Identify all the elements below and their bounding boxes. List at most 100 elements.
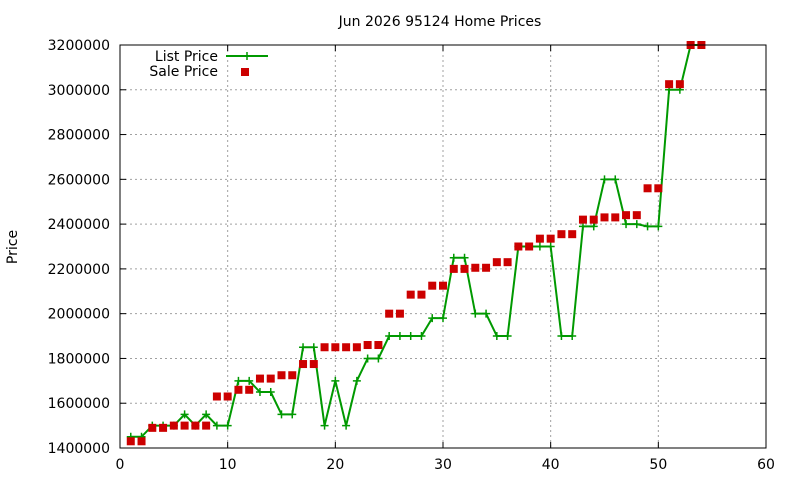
list-price-point (255, 388, 264, 397)
sale-price-point (159, 423, 168, 432)
list-price-point (202, 410, 211, 419)
legend-sale-price-marker (241, 68, 249, 76)
list-price-point (568, 332, 577, 341)
sale-price-point (503, 258, 512, 267)
legend-sale-price-label: Sale Price (149, 64, 218, 80)
y-tick-label: 2000000 (48, 307, 110, 323)
sale-price-point (675, 80, 684, 89)
list-price-point (406, 332, 415, 341)
sale-price-point (654, 184, 663, 193)
sale-price-point (374, 341, 383, 350)
sale-price-point (202, 421, 211, 430)
sale-price-point (557, 230, 566, 239)
sale-price-point (482, 263, 491, 272)
sale-price-point (299, 360, 308, 369)
y-tick-label: 1600000 (48, 396, 110, 412)
list-price-point (212, 421, 221, 430)
list-price-point (439, 314, 447, 323)
list-price-point (622, 220, 631, 229)
list-price-point (600, 175, 609, 184)
sale-price-point (643, 184, 652, 193)
y-tick-label: 2800000 (48, 128, 110, 144)
list-price-point (395, 332, 404, 341)
sale-price-point (148, 423, 157, 432)
list-price-point (363, 354, 372, 363)
y-tick-label: 2400000 (48, 217, 110, 233)
sale-price-point (395, 309, 404, 318)
axis-ticks: 0 10 20 30 40 50 60 1400000 1600000 1800000 200000… (48, 38, 775, 473)
sale-price-point (611, 213, 620, 222)
x-tick-label: 0 (116, 457, 125, 473)
y-tick-label: 1400000 (48, 441, 110, 457)
list-price-point (503, 332, 512, 341)
x-tick-label: 50 (649, 457, 667, 473)
list-price-point (180, 410, 189, 419)
sale-price-point (428, 281, 437, 290)
sale-price-point (320, 343, 329, 352)
list-price-point (632, 220, 641, 229)
list-price-point (288, 410, 297, 419)
sale-price-point (277, 371, 286, 380)
sale-price-point (439, 281, 447, 290)
list-price-point (492, 332, 501, 341)
list-price-point (309, 343, 318, 352)
list-price-point (417, 332, 426, 341)
sale-price-point (288, 371, 297, 380)
y-axis-label: Price (5, 230, 21, 264)
y-tick-label: 2600000 (48, 172, 110, 188)
y-tick-label: 3000000 (48, 83, 110, 99)
list-price-point (320, 421, 329, 430)
sale-price-point (385, 309, 394, 318)
sale-price-point (126, 437, 135, 446)
x-tick-label: 10 (219, 457, 237, 473)
sale-price-point (449, 264, 458, 273)
list-price-point (234, 376, 243, 385)
sale-price-point (525, 242, 534, 251)
sale-price-point (406, 290, 415, 299)
list-price-point (643, 222, 652, 231)
sale-price-point (363, 341, 372, 350)
list-price-point (589, 222, 598, 231)
sale-price-point (191, 421, 200, 430)
sale-price-point (266, 374, 275, 383)
list-price-point (611, 175, 620, 184)
list-price-point (277, 410, 286, 419)
y-tick-label: 2200000 (48, 262, 110, 278)
sale-price-point (632, 211, 641, 220)
list-price-point (299, 343, 308, 352)
list-price-point (342, 421, 351, 430)
sale-price-point (600, 213, 609, 222)
list-price-point (374, 354, 383, 363)
sale-price-point (352, 343, 361, 352)
sale-price-point (589, 215, 598, 224)
sale-price-point (568, 230, 577, 239)
y-tick-label: 1800000 (48, 351, 110, 367)
sale-price-point (578, 215, 587, 224)
sale-price-point (234, 385, 243, 394)
x-tick-label: 20 (326, 457, 344, 473)
list-price-point (471, 309, 480, 318)
sale-price-point (665, 80, 674, 89)
legend-list-price-marker (243, 52, 251, 60)
sale-price-point (342, 343, 351, 352)
list-price-point (535, 242, 544, 251)
y-tick-label: 3200000 (48, 38, 110, 54)
sale-price-point (331, 343, 340, 352)
list-price-point (266, 388, 275, 397)
list-price-point (654, 222, 663, 231)
sale-price-point (492, 258, 501, 267)
list-price-point (352, 376, 361, 385)
sale-price-point (622, 211, 631, 220)
sale-price-point (137, 437, 146, 446)
sale-price-point (417, 290, 426, 299)
list-price-point (557, 332, 566, 341)
list-price-point (385, 332, 394, 341)
sale-price-point (546, 234, 555, 243)
sale-price-point (535, 234, 544, 243)
sale-price-point (471, 263, 480, 272)
list-price-point (546, 242, 555, 251)
x-tick-label: 40 (542, 457, 560, 473)
